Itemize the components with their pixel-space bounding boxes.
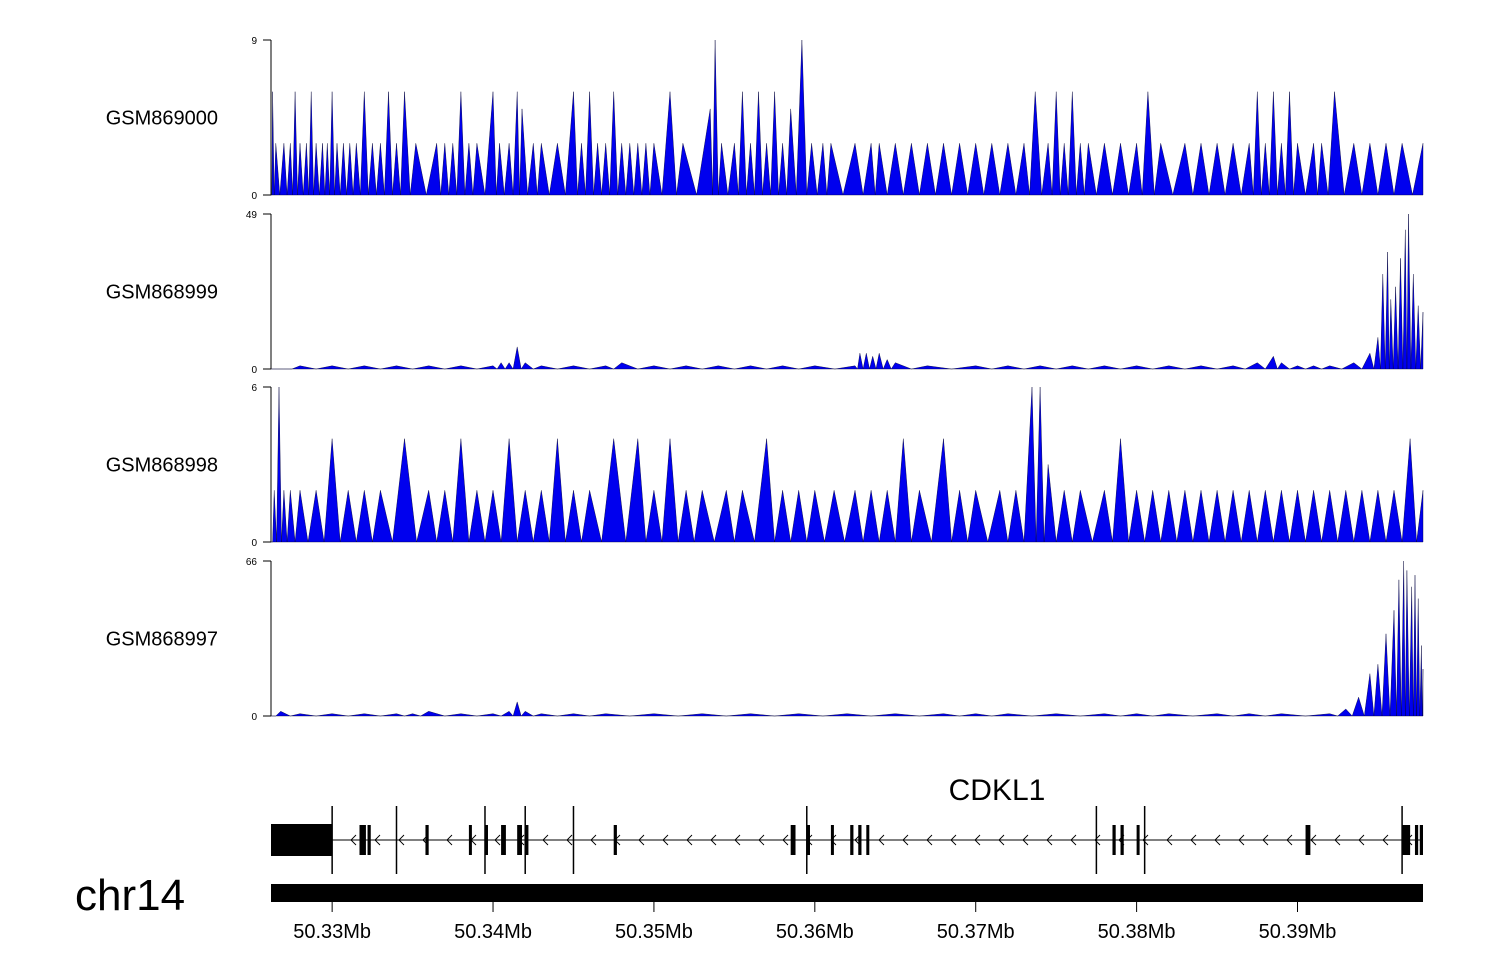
exon	[850, 825, 854, 855]
strand-arrow	[1142, 834, 1149, 846]
y-max-label: 9	[251, 36, 257, 47]
x-axis-ticks: 50.33Mb 50.34Mb 50.35Mb 50.36Mb 50.37Mb 50.38…	[293, 902, 1336, 943]
strand-arrow	[1286, 834, 1293, 846]
strand-arrow	[926, 834, 933, 846]
strand-arrow	[998, 834, 1005, 846]
exon	[790, 825, 796, 855]
exon	[425, 825, 429, 855]
exon	[830, 825, 834, 855]
y-max-label: 66	[246, 557, 258, 568]
track-GSM868998: GSM868998 6 0	[106, 383, 1424, 549]
x-tick-label: 50.35Mb	[615, 921, 693, 943]
strand-arrow	[542, 834, 549, 846]
track-label: GSM868999	[106, 282, 218, 304]
gene-label: CDKL1	[949, 774, 1046, 807]
chromosome-axis: chr14 50.33Mb 50.34Mb 50.35Mb 50.36Mb 50.37M…	[75, 871, 1423, 943]
exon	[1305, 825, 1311, 855]
exon	[484, 825, 488, 855]
strand-arrow	[782, 834, 789, 846]
x-tick-label: 50.37Mb	[937, 921, 1015, 943]
strand-arrow	[374, 834, 381, 846]
strand-arrow	[1382, 834, 1389, 846]
x-tick-label: 50.38Mb	[1098, 921, 1176, 943]
track-GSM868999: GSM868999 49 0	[106, 210, 1424, 376]
strand-arrow	[1046, 834, 1053, 846]
strand-arrow	[1022, 834, 1029, 846]
exon	[806, 825, 810, 855]
x-tick-label: 50.34Mb	[454, 921, 532, 943]
strand-arrow	[350, 834, 357, 846]
gene-model: CDKL1	[271, 774, 1423, 874]
exon	[1419, 825, 1423, 855]
strand-arrow	[878, 834, 885, 846]
strand-arrow	[1358, 834, 1365, 846]
strand-arrow	[1238, 834, 1245, 846]
strand-arrow	[398, 834, 405, 846]
exon	[517, 825, 522, 855]
coverage-area	[271, 213, 1424, 370]
strand-arrow	[566, 834, 573, 846]
strand-arrow	[662, 834, 669, 846]
exon	[468, 825, 472, 855]
exon	[271, 824, 333, 856]
strand-arrow	[758, 834, 765, 846]
strand-arrow	[902, 834, 909, 846]
strand-arrow	[710, 834, 717, 846]
x-tick-label: 50.33Mb	[293, 921, 371, 943]
strand-arrow	[734, 834, 741, 846]
strand-arrow	[1070, 834, 1077, 846]
exon	[1120, 825, 1124, 855]
strand-arrow	[494, 834, 501, 846]
track-GSM868997: GSM868997 66 0	[106, 557, 1424, 723]
y-max-label: 49	[246, 210, 258, 221]
chromosome-label: chr14	[75, 871, 185, 920]
strand-arrow	[638, 834, 645, 846]
exon	[858, 825, 862, 855]
strand-arrow	[1166, 834, 1173, 846]
strand-arrow	[1262, 834, 1269, 846]
coverage-area	[271, 560, 1424, 717]
strand-arrow	[1094, 834, 1101, 846]
exon	[1402, 825, 1411, 855]
strand-arrow	[1190, 834, 1197, 846]
track-label: GSM868998	[106, 455, 218, 477]
exon	[1136, 825, 1140, 855]
strand-arrow	[1214, 834, 1221, 846]
y-min-label: 0	[251, 538, 257, 549]
strand-arrow	[1310, 834, 1317, 846]
x-tick-label: 50.36Mb	[776, 921, 854, 943]
exon	[1112, 825, 1116, 855]
strand-arrow	[446, 834, 453, 846]
x-tick-label: 50.39Mb	[1259, 921, 1337, 943]
y-min-label: 0	[251, 712, 257, 723]
track-label: GSM869000	[106, 108, 218, 130]
gene-structure	[271, 806, 1423, 874]
strand-arrow	[590, 834, 597, 846]
exon	[501, 825, 506, 855]
y-min-label: 0	[251, 365, 257, 376]
strand-arrow	[974, 834, 981, 846]
exon	[613, 825, 617, 855]
track-label: GSM868997	[106, 629, 218, 651]
strand-arrow	[1334, 834, 1341, 846]
exon	[525, 825, 529, 855]
y-min-label: 0	[251, 191, 257, 202]
coverage-area	[271, 39, 1424, 196]
y-max-label: 6	[251, 383, 257, 394]
coverage-area	[271, 386, 1424, 543]
strand-arrow	[686, 834, 693, 846]
exon	[1414, 825, 1419, 855]
exon	[359, 825, 366, 855]
exon	[367, 825, 371, 855]
strand-arrow	[950, 834, 957, 846]
coverage-tracks: GSM86900090GSM868999490GSM86899860GSM868…	[106, 36, 1424, 723]
track-GSM869000: GSM869000 9 0	[106, 36, 1424, 202]
exon	[866, 825, 870, 855]
chromosome-bar	[271, 884, 1423, 902]
